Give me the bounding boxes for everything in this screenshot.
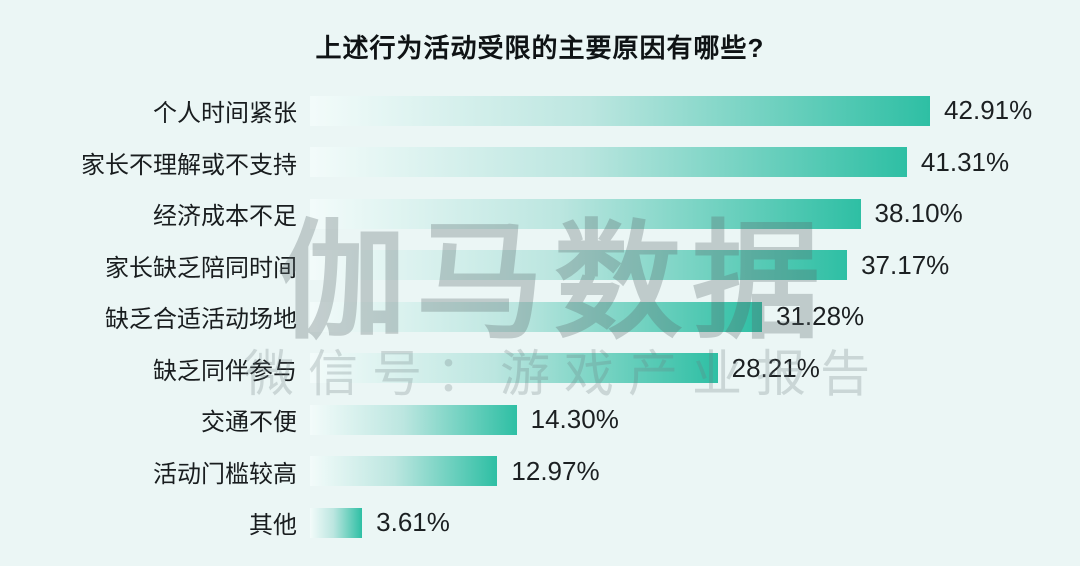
bar <box>310 147 907 178</box>
bar <box>310 198 861 229</box>
bar-row: 活动门槛较高 12.97% <box>0 446 1080 498</box>
chart-title: 上述行为活动受限的主要原因有哪些? <box>315 33 765 63</box>
value-label: 41.31% <box>920 146 1010 177</box>
value-label: 42.91% <box>944 95 1033 126</box>
bar <box>310 507 363 538</box>
category-label: 个人时间紧张 <box>153 100 297 128</box>
bar-area: 3.61% <box>297 507 1080 538</box>
category-label: 经济成本不足 <box>153 203 297 231</box>
bar-area: 41.31% <box>297 147 1080 178</box>
category-label: 家长不理解或不支持 <box>81 151 297 179</box>
category-label: 活动门槛较高 <box>153 460 297 488</box>
value-label: 38.10% <box>874 198 963 229</box>
category-label: 缺乏同伴参与 <box>153 357 297 385</box>
bar-row: 经济成本不足 38.10% <box>0 188 1080 240</box>
bar <box>310 95 931 126</box>
value-label: 3.61% <box>376 507 450 538</box>
bar-area: 14.30% <box>297 404 1080 435</box>
bar-area: 38.10% <box>297 198 1080 229</box>
bar-row: 家长不理解或不支持 41.31% <box>0 137 1080 189</box>
bar-area: 37.17% <box>297 250 1080 281</box>
bar-area: 12.97% <box>297 456 1080 487</box>
bar <box>310 301 762 332</box>
bar <box>310 404 517 435</box>
bar-row: 个人时间紧张 42.91% <box>0 85 1080 137</box>
bar-area: 42.91% <box>297 95 1080 126</box>
bar-row: 其他 3.61% <box>0 497 1080 549</box>
bar-chart: 个人时间紧张 42.91% 家长不理解或不支持 41.31% 经济成本不足 38… <box>0 85 1080 549</box>
category-label: 其他 <box>249 512 297 540</box>
bar-row: 缺乏同伴参与 28.21% <box>0 343 1080 395</box>
value-label: 12.97% <box>511 455 600 486</box>
bar-row: 家长缺乏陪同时间 37.17% <box>0 240 1080 292</box>
bar-area: 28.21% <box>297 353 1080 384</box>
value-label: 28.21% <box>731 352 820 383</box>
category-label: 交通不便 <box>201 409 297 437</box>
bar-row: 交通不便 14.30% <box>0 394 1080 446</box>
value-label: 31.28% <box>775 301 865 332</box>
value-label: 37.17% <box>861 249 950 280</box>
bar <box>310 456 498 487</box>
bar <box>310 250 848 281</box>
bar-area: 31.28% <box>297 301 1080 332</box>
category-label: 缺乏合适活动场地 <box>105 306 297 334</box>
category-label: 家长缺乏陪同时间 <box>105 254 297 282</box>
bar-row: 缺乏合适活动场地 31.28% <box>0 291 1080 343</box>
bar <box>310 353 718 384</box>
value-label: 14.30% <box>530 404 619 435</box>
